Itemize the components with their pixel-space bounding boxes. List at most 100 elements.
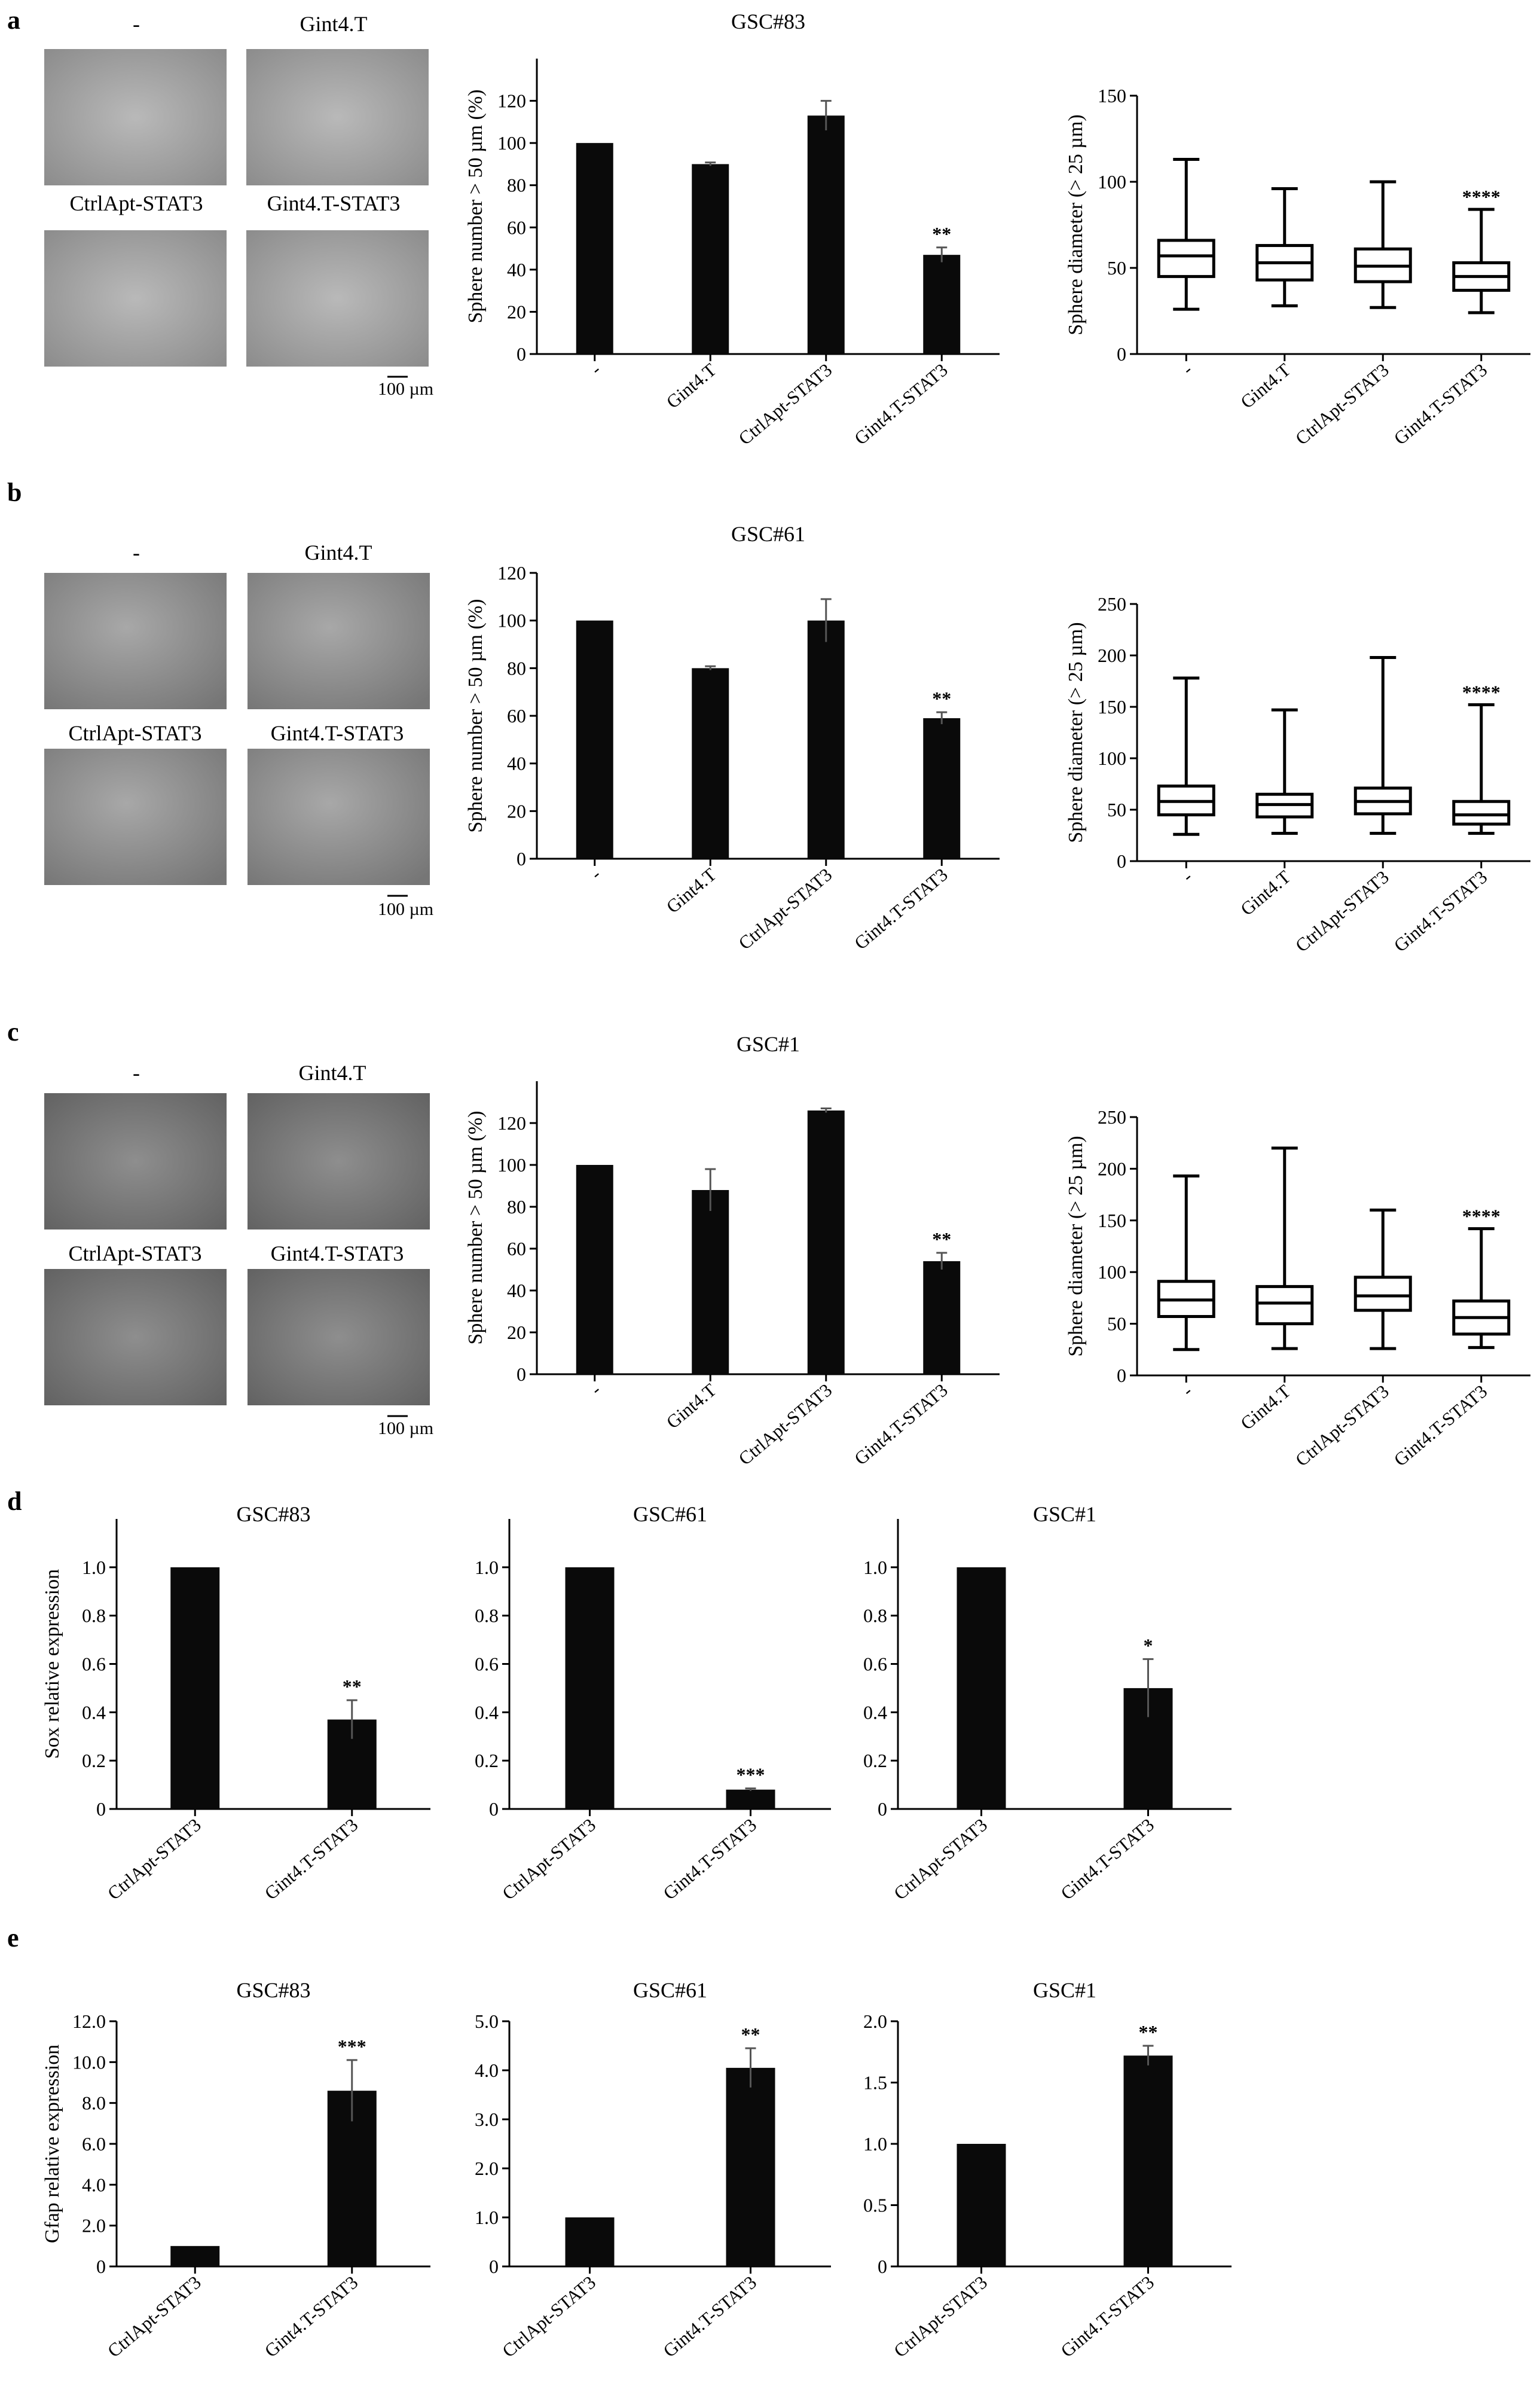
chart-d-sox-gsc1: 0 0.2 0.4 0.6 0.8 1.0 GSC#1 CtrlApt-STAT3 Gint4.…: [863, 1502, 1232, 1904]
x-category-label: Gint4.T-STAT3: [850, 359, 951, 449]
micrograph-image: [248, 1093, 430, 1229]
chart-a-sphere-number: 0 20 40 60 80 100 120 GSC#83 Sphere number > 50 …: [465, 10, 1000, 449]
y-tick-label: 0.2: [863, 1750, 887, 1771]
y-tick-label: 0: [96, 1798, 106, 1820]
image-label-untreated: -: [133, 1061, 140, 1085]
x-category-label: -: [586, 359, 604, 379]
micrograph-image: [44, 230, 227, 367]
y-tick-label: 1.0: [475, 2207, 499, 2228]
y-tick-label: 100: [497, 132, 526, 154]
bar: [692, 1190, 729, 1374]
x-category-label: Gint4.T-STAT3: [1390, 1381, 1491, 1470]
y-tick-label: 1.0: [475, 1557, 499, 1578]
x-category-label: -: [586, 864, 604, 884]
x-category-label: Gint4.T: [662, 359, 720, 413]
micrograph-image: [44, 49, 227, 185]
y-tick-label: 120: [497, 562, 526, 584]
y-tick-label: 2.0: [475, 2158, 499, 2179]
x-category-label: Gint4.T: [1236, 867, 1294, 920]
x-category-label: -: [586, 1380, 604, 1399]
micrograph-image: [248, 573, 430, 709]
micrograph-image: [44, 573, 227, 709]
bar: [692, 668, 729, 859]
panel-label-e: e: [7, 1923, 19, 1952]
y-tick-label: 0.6: [82, 1653, 106, 1675]
bar: [726, 2067, 775, 2266]
chart-title: GSC#1: [737, 1032, 800, 1056]
panel-label-d: d: [7, 1487, 22, 1516]
x-category-label: Gint4.T-STAT3: [261, 1814, 362, 1904]
x-category-label: CtrlApt-STAT3: [735, 1380, 836, 1469]
y-tick-label: 60: [507, 1238, 526, 1259]
y-tick-label: 100: [1098, 1261, 1126, 1283]
y-tick-label: 0: [489, 2256, 499, 2277]
y-tick-label: 0: [1117, 850, 1126, 872]
y-tick-label: 60: [507, 705, 526, 727]
y-tick-label: 0.8: [82, 1605, 106, 1627]
significance-marker: **: [932, 1228, 951, 1250]
bar: [576, 1165, 613, 1374]
y-tick-label: 0.5: [863, 2195, 887, 2216]
chart-d-sox-gsc61: 0 0.2 0.4 0.6 0.8 1.0 GSC#61 CtrlApt-STAT3 Gint4…: [475, 1502, 831, 1904]
bar: [576, 620, 613, 859]
bar: [726, 1789, 775, 1809]
image-label-untreated: -: [133, 541, 140, 565]
x-category-label: -: [1178, 359, 1196, 379]
y-tick-label: 100: [497, 1154, 526, 1176]
y-tick-label: 0: [489, 1798, 499, 1820]
y-axis-label: Gfap relative expression: [41, 2045, 63, 2243]
y-tick-label: 150: [1098, 85, 1126, 106]
y-tick-label: 80: [507, 657, 526, 679]
y-tick-label: 0: [96, 2256, 106, 2277]
bar: [692, 164, 729, 354]
significance-marker: ***: [737, 1764, 765, 1786]
chart-title: GSC#1: [1033, 1502, 1096, 1526]
y-tick-label: 1.0: [863, 1557, 887, 1578]
image-label-gint4t: Gint4.T: [305, 541, 372, 565]
y-tick-label: 4.0: [82, 2174, 106, 2195]
chart-c-sphere-diameter: 0 50 100 150 200 250 Sphere diameter (> 25 µm)…: [1065, 1106, 1530, 1470]
significance-marker: **: [741, 2024, 760, 2045]
chart-title: GSC#1: [1033, 1978, 1096, 2002]
significance-marker: ***: [338, 2036, 366, 2057]
y-axis-label: Sphere diameter (> 25 µm): [1065, 114, 1087, 335]
y-tick-label: 250: [1098, 1106, 1126, 1128]
x-category-label: Gint4.T: [1236, 1381, 1294, 1434]
y-tick-label: 0.2: [82, 1750, 106, 1771]
significance-marker: *: [1144, 1634, 1153, 1656]
scale-bar-label: 100 µm: [378, 899, 433, 919]
box: [1353, 1276, 1412, 1312]
panel-label-b: b: [7, 478, 22, 507]
y-axis-label: Sphere diameter (> 25 µm): [1065, 622, 1087, 843]
y-tick-label: 0.4: [475, 1701, 499, 1723]
y-axis-label: Sox relative expression: [41, 1569, 63, 1759]
y-tick-label: 5.0: [475, 2010, 499, 2032]
image-label-ctrlapt-stat3: CtrlApt-STAT3: [68, 1241, 201, 1265]
y-tick-label: 0.4: [863, 1701, 887, 1723]
y-tick-label: 0.4: [82, 1701, 106, 1723]
bar: [170, 2246, 220, 2266]
y-tick-label: 2.0: [82, 2215, 106, 2237]
bar: [957, 1567, 1006, 1809]
chart-e-gfap-gsc83: 0 2.0 4.0 6.0 8.0 10.0 12.0 GSC#83 Gfap relative…: [41, 1978, 430, 2362]
image-label-ctrlapt-stat3: CtrlApt-STAT3: [68, 721, 201, 745]
y-tick-label: 1.5: [863, 2072, 887, 2094]
y-tick-label: 0: [878, 1798, 887, 1820]
bar: [923, 255, 961, 354]
y-tick-label: 40: [507, 753, 526, 774]
chart-b-sphere-number: 0 20 40 60 80 100 120 GSC#61 Sphere number > 50 …: [465, 522, 1000, 954]
x-category-label: CtrlApt-STAT3: [498, 2272, 600, 2362]
x-category-label: CtrlApt-STAT3: [890, 1814, 991, 1904]
significance-marker: **: [932, 688, 951, 709]
micrograph-image: [246, 49, 429, 185]
chart-a-sphere-diameter: 0 50 100 150 Sphere diameter (> 25 µm) - Gint4…: [1065, 85, 1530, 449]
micrograph-image: [248, 1269, 430, 1405]
bar: [923, 1261, 961, 1374]
micrograph-image: [246, 230, 429, 367]
box: [1157, 239, 1215, 278]
x-category-label: Gint4.T-STAT3: [659, 2272, 760, 2362]
micrograph-image: [44, 1093, 227, 1229]
micrograph-image: [248, 749, 430, 885]
micrograph-image: [44, 1269, 227, 1405]
x-category-label: CtrlApt-STAT3: [103, 1814, 205, 1904]
